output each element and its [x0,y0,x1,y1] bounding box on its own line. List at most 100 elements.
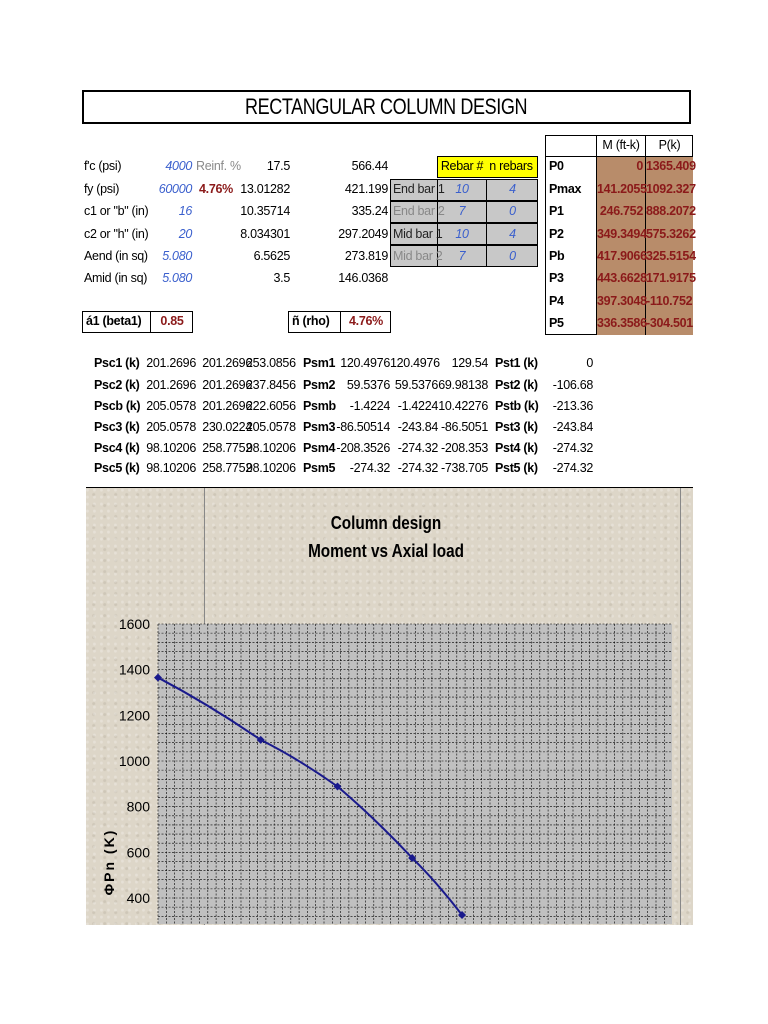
col4-value: 335.24 [351,204,389,218]
rebar-label: Mid bar 1 [393,227,443,241]
col3-value: 8.034301 [240,227,290,241]
pm-values-bg [596,157,693,335]
col4-value: 566.44 [351,159,389,173]
amid-value[interactable]: 5.080 [162,271,192,285]
force-value: 201.2696 [146,356,196,370]
c2-label: c2 or "h" (in) [84,227,149,241]
force-value: 120.4976 [390,356,440,370]
force-value: 98.10206 [246,461,296,475]
force-value: -213.36 [552,399,594,413]
rho-box [288,311,391,333]
pm-row-m: 443.6628 [597,271,647,285]
rebar-label: End bar 2 [393,204,445,218]
force-label: Pst1 (k) [495,356,538,370]
pm-row-m: 349.3494 [597,227,647,241]
aend-value[interactable]: 5.080 [162,249,192,263]
force-value: 69.98138 [438,378,488,392]
force-value: 59.5376 [346,378,390,392]
pm-row-label: Pb [549,249,565,263]
rho-value: 4.76% [349,314,383,328]
aend-label: Aend (in sq) [84,249,148,263]
fy-value[interactable]: 60000 [158,182,193,196]
rebar-num[interactable]: 10 [455,227,469,241]
pm-row-m: 417.9066 [597,249,647,263]
force-value: 205.0578 [146,420,196,434]
y-tick-label: 1600 [119,616,150,632]
rebar-n[interactable]: 0 [509,204,516,218]
pm-row-p: 171.9175 [646,271,696,285]
rebar-n[interactable]: 4 [509,182,516,196]
force-label: Psm5 [303,461,336,475]
force-label: Psc3 (k) [94,420,140,434]
force-label: Psm3 [303,420,336,434]
force-value: -208.3526 [336,441,390,455]
fc-value[interactable]: 4000 [165,159,192,173]
force-label: Pstb (k) [495,399,539,413]
force-label: Pst3 (k) [495,420,538,434]
pm-row-label: P4 [549,294,564,308]
rho-label: ñ (rho) [292,314,330,328]
force-value: -274.32 [349,461,391,475]
fy-label: fy (psi) [84,182,120,196]
y-tick-label: 400 [127,890,151,906]
rebar-n[interactable]: 4 [509,227,516,241]
force-value: -738.705 [441,461,488,475]
force-value: -274.32 [397,441,439,455]
col3-value: 3.5 [273,271,291,285]
force-value: 98.10206 [146,461,196,475]
y-tick-label: 1000 [119,753,150,769]
rebar-num-header: Rebar # [440,159,484,173]
force-value: -1.4224 [397,399,439,413]
c2-value[interactable]: 20 [178,227,193,241]
chart-plot: 1600 1400 1200 1000 800 600 400 ΦPn (K) [101,616,672,924]
beta1-value: 0.85 [160,314,184,328]
force-value: 59.5376 [394,378,438,392]
force-value: 258.7752 [202,461,252,475]
force-value: -106.68 [552,378,594,392]
force-value: -86.50514 [336,420,390,434]
force-value: 201.2696 [202,378,252,392]
col4-value: 297.2049 [338,227,388,241]
col4-value: 146.0368 [338,271,388,285]
col3-value: 17.5 [266,159,290,173]
rebar-num[interactable]: 10 [455,182,469,196]
col3-value: 13.01282 [240,182,290,196]
force-value: 253.0856 [246,356,296,370]
rebar-row-end2 [390,201,538,223]
force-label: Psm1 [303,356,336,370]
force-value: 98.10206 [146,441,196,455]
force-value: 230.0224 [202,420,252,434]
force-label: Psc2 (k) [94,378,140,392]
sheet-title-box: RECTANGULAR COLUMN DESIGN [82,90,691,124]
rebar-n-header: n rebars [489,159,533,173]
force-value: -86.5051 [441,420,488,434]
beta1-label: á1 (beta1) [86,314,142,328]
c1-value[interactable]: 16 [178,204,193,218]
pm-row-p: 575.3262 [646,227,696,241]
series-point [154,673,162,682]
force-value: 201.2696 [202,399,252,413]
pm-header-m: M (ft-k) [602,138,640,152]
force-value: 120.4976 [340,356,390,370]
force-value: -274.32 [552,461,594,475]
rebar-num[interactable]: 7 [458,204,466,218]
force-value: 205.0578 [246,420,296,434]
force-value: -274.32 [397,461,439,475]
rebar-num[interactable]: 7 [458,249,466,263]
c1-label: c1 or "b" (in) [84,204,149,218]
series-point [408,853,417,862]
pm-row-label: Pmax [549,182,582,196]
force-label: Psm4 [303,441,336,455]
rebar-n[interactable]: 0 [509,249,516,263]
pm-row-m: 0 [636,159,643,173]
plot-background [158,624,672,924]
force-value: 201.2696 [146,378,196,392]
y-tick-label: 800 [127,799,151,815]
amid-label: Amid (in sq) [84,271,148,285]
force-value: 201.2696 [202,356,252,370]
col3-value: 6.5625 [253,249,291,263]
reinf-label: Reinf. % [196,159,241,173]
force-label: Pscb (k) [94,399,141,413]
force-value: 222.6056 [246,399,296,413]
pm-row-label: P5 [549,316,564,330]
